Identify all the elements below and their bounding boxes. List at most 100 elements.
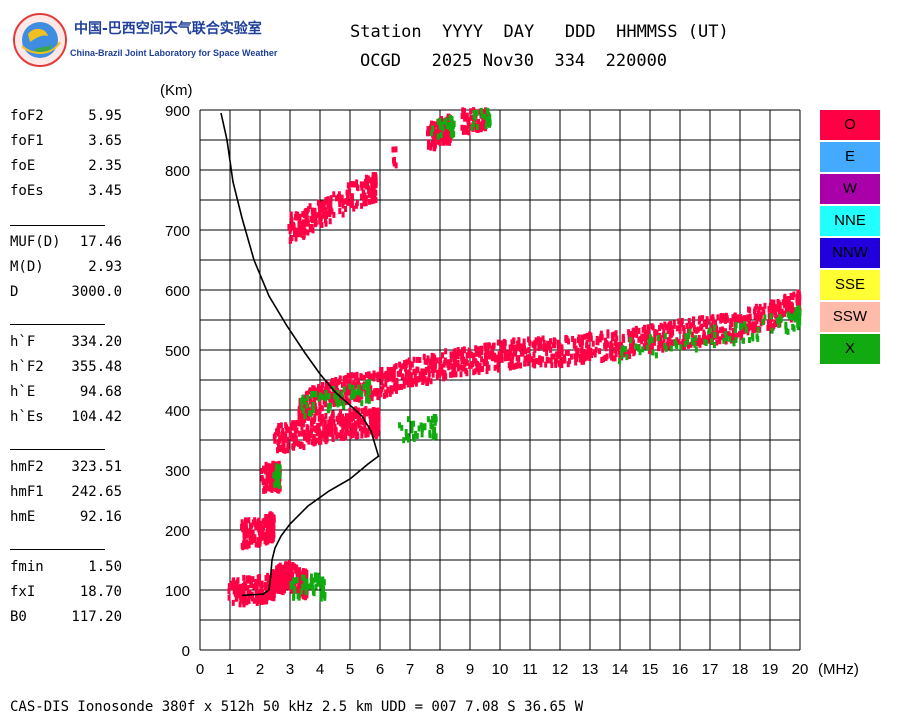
- echo-point-o: [614, 330, 618, 337]
- echo-point-o: [288, 576, 292, 583]
- echo-point-o: [678, 324, 682, 331]
- echo-point-x: [703, 339, 707, 346]
- echo-point-o: [685, 322, 689, 329]
- echo-point-o: [436, 138, 440, 145]
- echo-point-o: [260, 598, 264, 605]
- echo-point-o: [371, 422, 375, 429]
- param-row: h`F2 355.48: [10, 359, 128, 377]
- param-value: 5.95: [88, 108, 122, 124]
- echo-point-o: [268, 511, 272, 518]
- echo-point-x: [365, 397, 369, 404]
- echo-point-o: [581, 350, 585, 357]
- echo-point-x: [734, 321, 738, 328]
- echo-point-o: [349, 193, 353, 200]
- echo-point-o: [328, 218, 332, 225]
- echo-point-o: [362, 200, 366, 207]
- echo-point-o: [650, 344, 654, 351]
- echo-point-x: [429, 423, 433, 430]
- echo-point-o: [297, 430, 301, 437]
- echo-point-o: [598, 348, 602, 355]
- echo-point-o: [352, 413, 356, 420]
- echo-point-x: [312, 391, 316, 398]
- echo-point-o: [380, 379, 384, 386]
- echo-point-o: [675, 325, 679, 332]
- echo-point-o: [372, 389, 376, 396]
- echo-point-o: [408, 364, 412, 371]
- param-label: h`F2: [10, 359, 44, 375]
- echo-point-o: [303, 221, 307, 228]
- echo-point-x: [305, 402, 309, 409]
- echo-point-o: [706, 337, 710, 344]
- echo-point-o: [301, 592, 305, 599]
- echo-point-o: [583, 333, 587, 340]
- echo-point-o: [682, 327, 686, 334]
- echo-point-o: [436, 369, 440, 376]
- echo-point-o: [776, 305, 780, 312]
- echo-point-o: [264, 575, 268, 582]
- echo-point-o: [376, 394, 380, 401]
- x-tick-label: 20: [792, 661, 809, 678]
- echo-point-o: [300, 418, 304, 425]
- echo-point-o: [239, 597, 243, 604]
- echo-point-o: [435, 132, 439, 139]
- y-tick-label: 600: [165, 283, 190, 300]
- echo-point-o: [482, 359, 486, 366]
- echo-point-o: [515, 362, 519, 369]
- echo-point-o: [356, 407, 360, 414]
- echo-point-x: [309, 577, 313, 584]
- echo-point-x: [275, 481, 279, 488]
- echo-point-o: [579, 341, 583, 348]
- echo-point-o: [356, 185, 360, 192]
- param-label: foE: [10, 158, 36, 174]
- echo-point-o: [373, 192, 377, 199]
- echo-point-o: [331, 380, 335, 387]
- echo-point-o: [641, 333, 645, 340]
- echo-point-o: [263, 517, 267, 524]
- echo-point-o: [767, 312, 771, 319]
- echo-point-o: [318, 429, 322, 436]
- param-value: 94.68: [79, 384, 122, 400]
- echo-point-o: [283, 447, 287, 454]
- echo-point-o: [715, 326, 719, 333]
- echo-point-o: [274, 582, 278, 589]
- echo-point-o: [320, 405, 324, 412]
- echo-point-o: [696, 340, 700, 347]
- echo-point-x: [784, 323, 788, 330]
- echo-point-o: [335, 433, 339, 440]
- echo-point-x: [302, 574, 306, 581]
- echo-point-o: [391, 146, 395, 153]
- echo-point-o: [576, 347, 580, 354]
- param-row: h`E 94.68: [10, 384, 128, 402]
- echo-point-o: [725, 316, 729, 323]
- echo-point-o: [331, 410, 335, 417]
- echo-point-o: [759, 316, 763, 323]
- echo-point-o: [755, 318, 759, 325]
- param-label: h`Es: [10, 409, 44, 425]
- echo-point-o: [678, 327, 682, 334]
- echo-point-o: [275, 570, 279, 577]
- echo-point-o: [244, 526, 248, 533]
- echo-point-o: [324, 380, 328, 387]
- echo-point-o: [272, 517, 276, 524]
- echo-point-o: [286, 447, 290, 454]
- echo-point-o: [476, 349, 480, 356]
- echo-point-o: [330, 424, 334, 431]
- echo-point-o: [691, 321, 695, 328]
- echo-point-x: [301, 583, 305, 590]
- echo-point-o: [369, 418, 373, 425]
- echo-point-o: [263, 536, 267, 543]
- echo-point-o: [241, 544, 245, 551]
- echo-point-o: [380, 374, 384, 381]
- echo-point-x: [314, 583, 318, 590]
- separator: [10, 449, 105, 450]
- echo-point-o: [309, 427, 313, 434]
- echo-point-o: [245, 531, 249, 538]
- echo-point-o: [538, 355, 542, 362]
- echo-point-o: [540, 356, 544, 363]
- echo-point-o: [426, 139, 430, 146]
- echo-point-o: [449, 371, 453, 378]
- echo-point-o: [300, 228, 304, 235]
- echo-point-o: [394, 386, 398, 393]
- echo-point-o: [523, 355, 527, 362]
- echo-point-o: [472, 369, 476, 376]
